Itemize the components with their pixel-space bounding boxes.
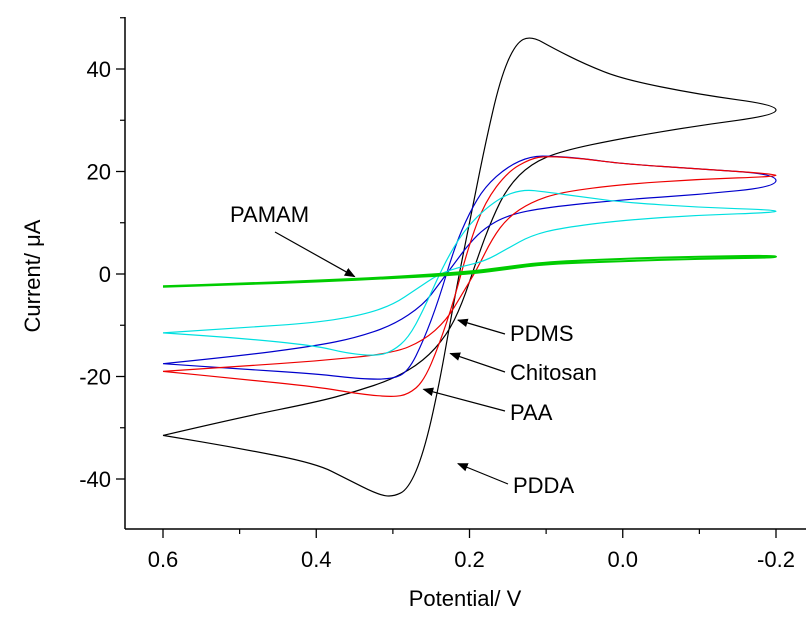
- series-pdda-line: [162, 37, 777, 497]
- axes: 0.6 0.4 0.2 0.0 -0.2 40 20 0 -20 -40: [79, 17, 806, 572]
- x-axis-title: Potential/ V: [409, 586, 522, 611]
- y-tick-label: 20: [87, 160, 111, 185]
- x-tick-label: 0.0: [607, 547, 638, 572]
- annotation-arrow-pamam: [274, 231, 356, 278]
- annotation-arrow-pdms: [456, 318, 506, 335]
- annotation-arrow-paa: [422, 387, 506, 412]
- series-pdms-line: [162, 155, 777, 380]
- annotation-label-pdda: PDDA: [513, 473, 574, 498]
- y-tick-label: -40: [79, 467, 111, 492]
- y-tick-label: 0: [99, 262, 111, 287]
- x-tick-label: -0.2: [757, 547, 795, 572]
- annotation-label-pdms: PDMS: [510, 321, 574, 346]
- series-layer: [162, 37, 778, 497]
- annotation-label-pamam: PAMAM: [230, 202, 309, 227]
- x-tick-label: 0.6: [148, 547, 179, 572]
- series-pamam-line: [162, 254, 778, 288]
- x-tick-label: 0.2: [454, 547, 485, 572]
- annotation-arrow-chitosan: [449, 352, 506, 373]
- series-paa-line: [162, 189, 777, 356]
- annotation-arrow-pdda: [457, 463, 509, 485]
- y-tick-label: -20: [79, 365, 111, 390]
- annotation-label-chitosan: Chitosan: [510, 360, 597, 385]
- y-tick-label: 40: [87, 57, 111, 82]
- series-chitosan-line: [162, 156, 777, 397]
- annotation-label-paa: PAA: [510, 400, 553, 425]
- x-tick-label: 0.4: [301, 547, 332, 572]
- annotation-layer: PAMAM PDMS Chitosan PAA PDDA: [230, 202, 597, 498]
- y-axis-title: Current/ μA: [20, 219, 45, 332]
